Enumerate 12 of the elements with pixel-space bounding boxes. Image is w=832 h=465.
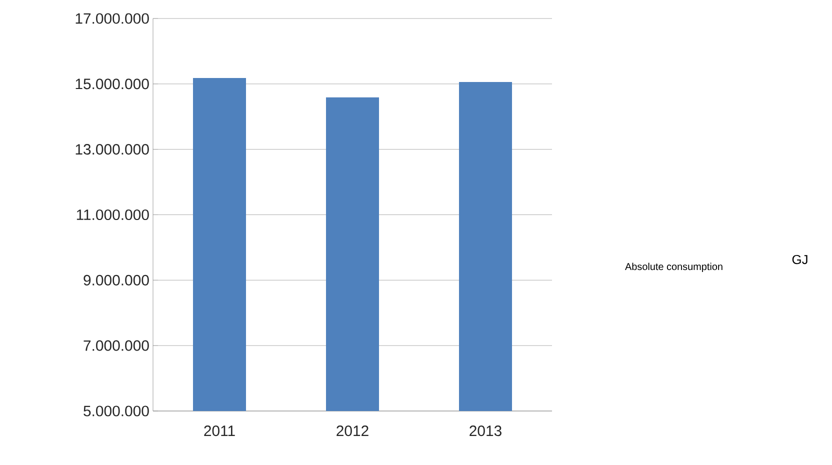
y-tick-label: 7.000.000	[84, 340, 149, 351]
x-tick-label: 2012	[336, 426, 368, 436]
x-tick-label: 2013	[470, 426, 502, 436]
x-tick-label: 2011	[204, 426, 235, 436]
y-tick-label: 9.000.000	[84, 274, 149, 286]
y-tick-label: 11.000.000	[76, 209, 149, 220]
y-tick-label: 17.000.000	[76, 13, 149, 24]
y-tick-label: 13.000.000	[76, 144, 149, 155]
text: GJ	[792, 254, 808, 264]
y-tick-label: 15.000.000	[76, 78, 149, 90]
text: Absolute consumption	[625, 262, 722, 272]
y-tick-label: 5.000.000	[84, 406, 149, 416]
